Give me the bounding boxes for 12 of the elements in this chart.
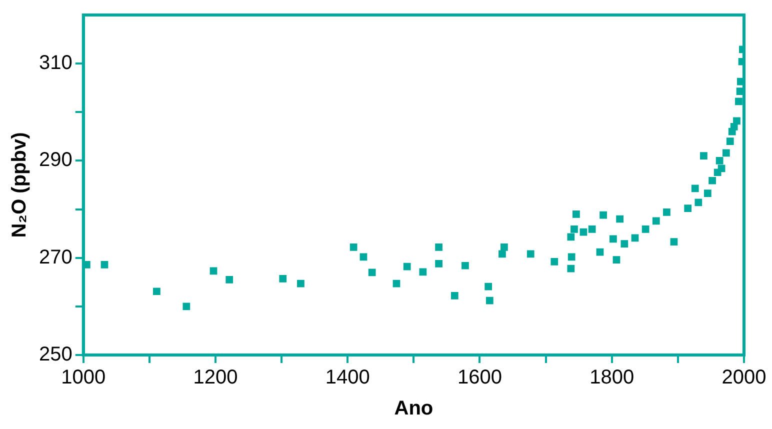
- x-tick-label: 1200: [193, 366, 238, 389]
- y-axis-title: N₂O (ppbv): [8, 132, 31, 238]
- y-tick-label: 290: [38, 149, 72, 172]
- y-tick-label: 270: [38, 246, 72, 268]
- x-tick-label: 1000: [61, 366, 106, 389]
- x-tick-label: 1600: [458, 366, 502, 389]
- y-tick-label: 250: [38, 344, 72, 366]
- x-axis-title: Ano: [394, 398, 434, 420]
- x-tick-label: 2000: [722, 366, 766, 389]
- y-tick-label: 310: [38, 52, 72, 74]
- x-tick-label: 1800: [590, 366, 634, 389]
- x-tick-label: 1400: [325, 366, 370, 389]
